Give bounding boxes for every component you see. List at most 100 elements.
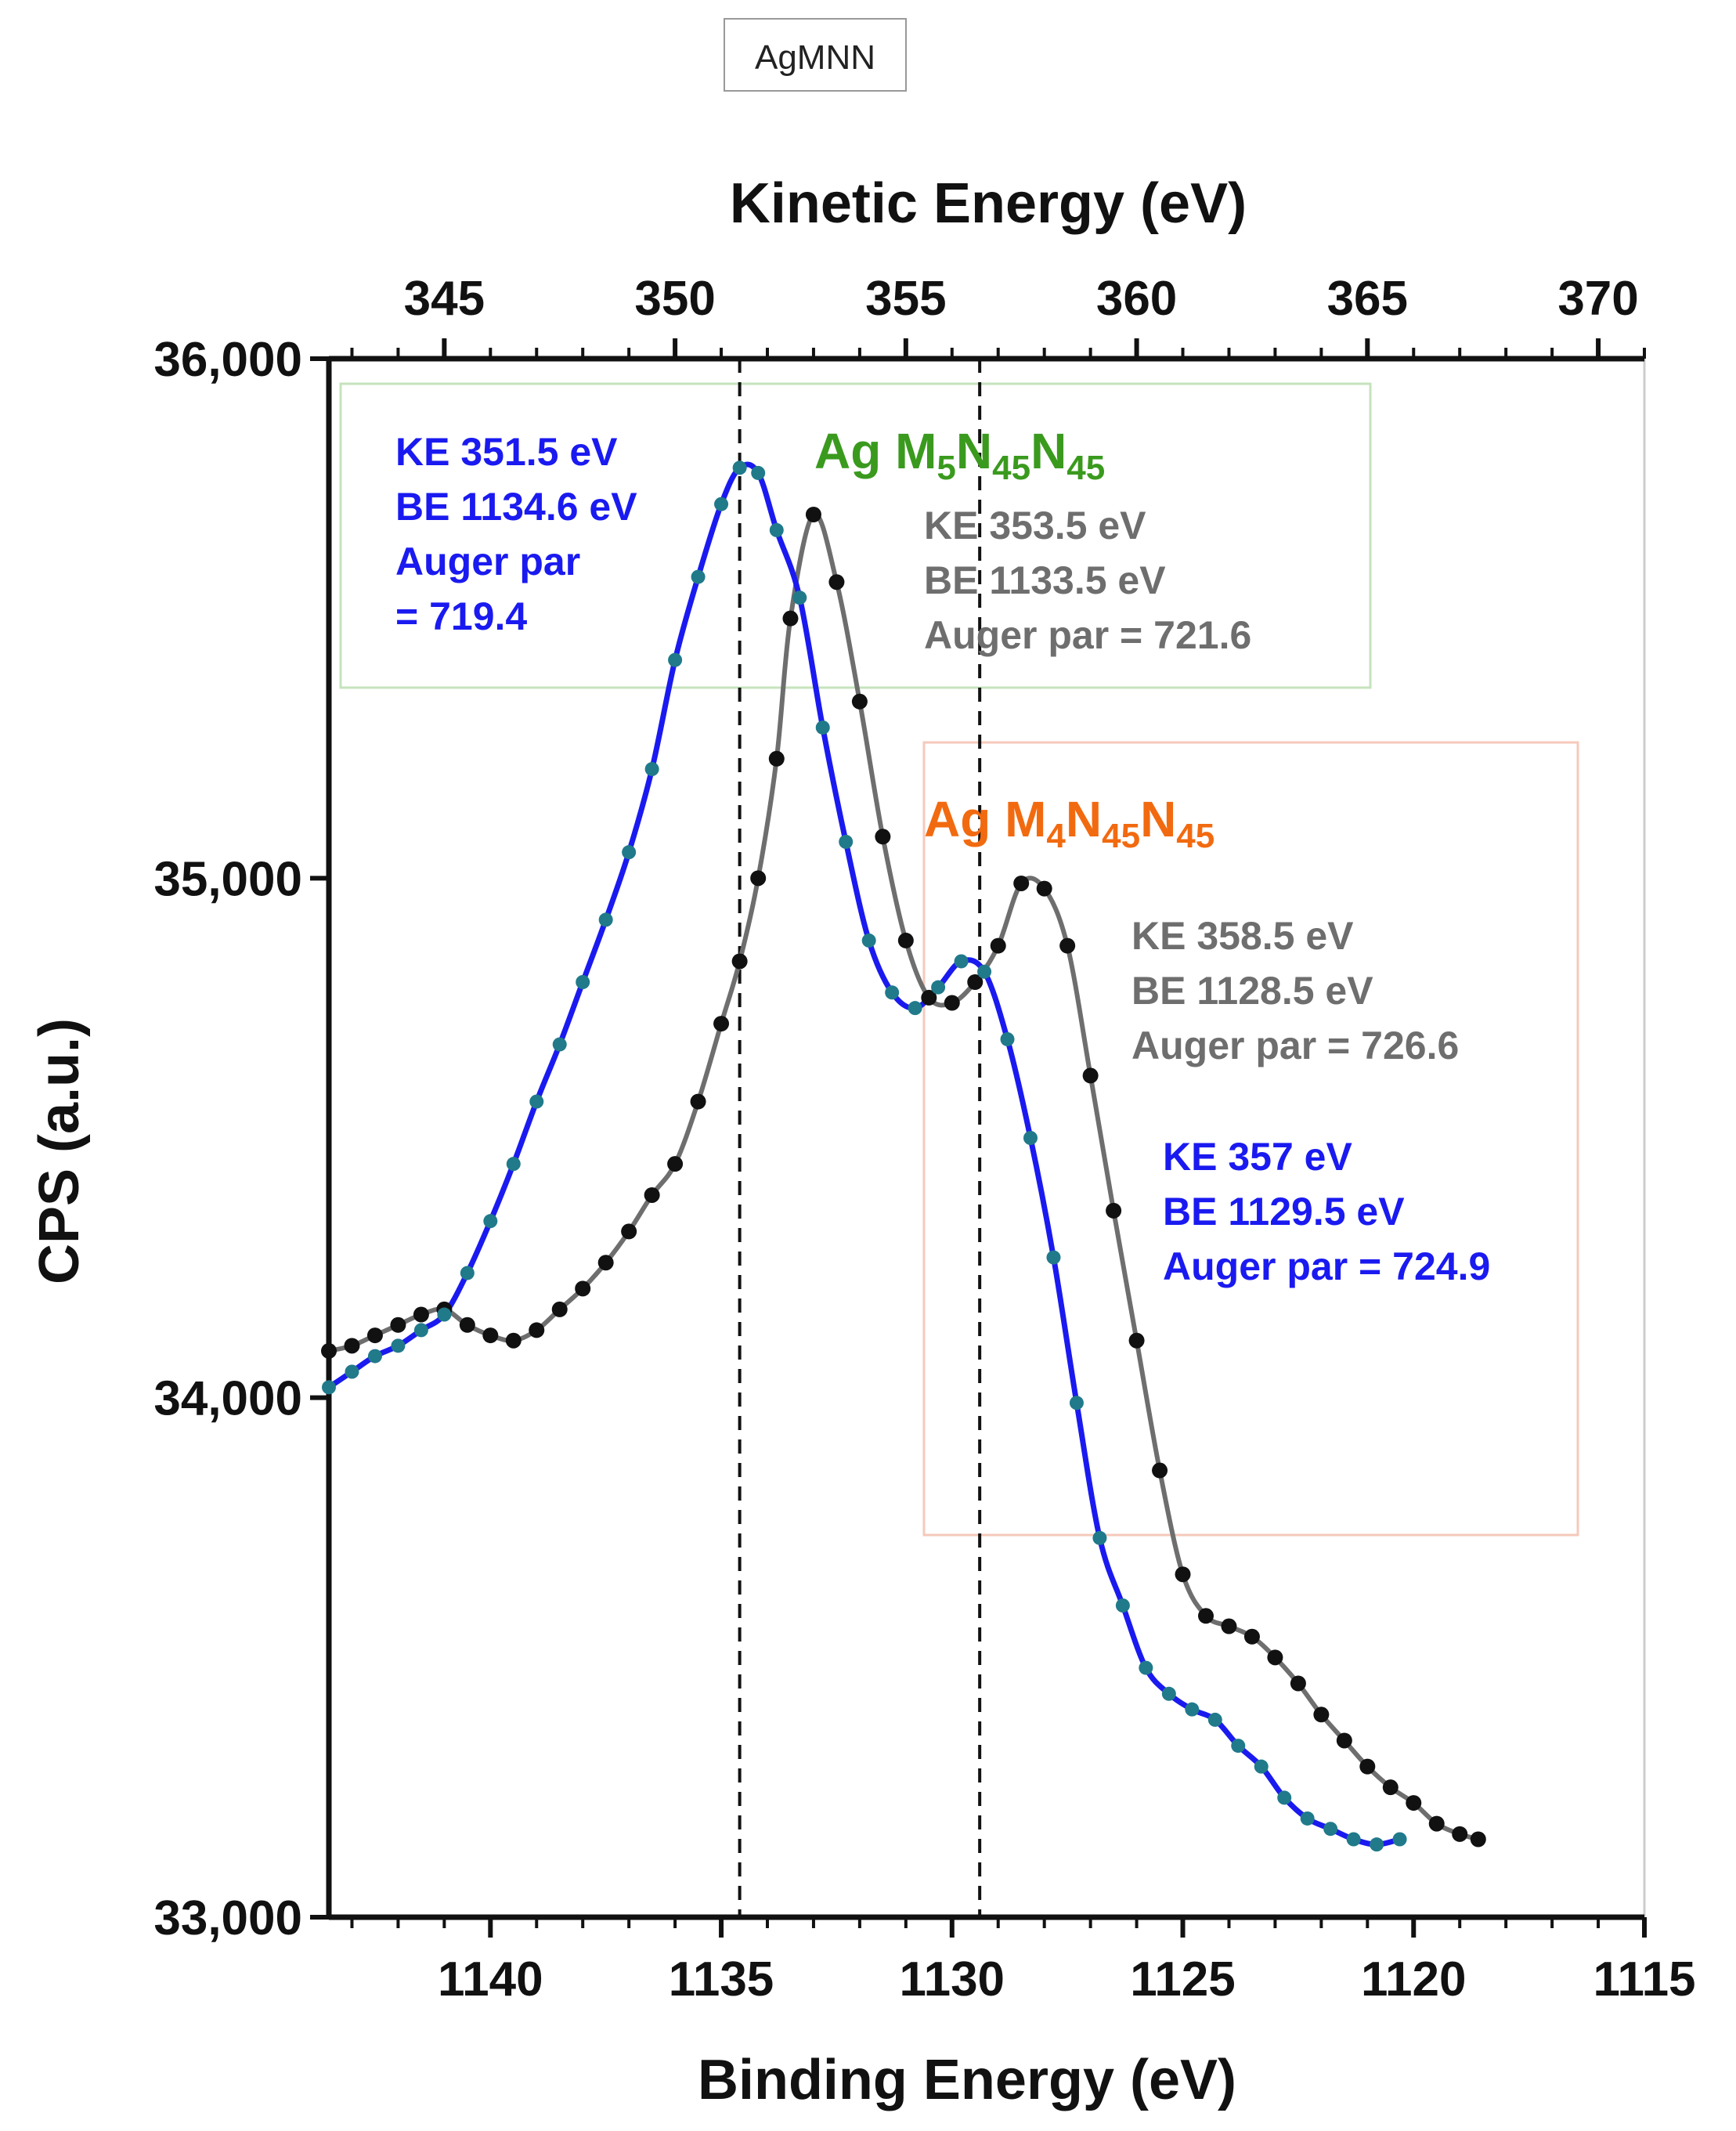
data-point-blue [622, 845, 637, 860]
y-tick-label: 33,000 [153, 1891, 302, 1945]
x2-tick-label: 345 [404, 272, 485, 326]
data-point-gray [828, 574, 845, 591]
data-point-gray [967, 974, 983, 990]
annotation-blue-2-line-3: Auger par = 724.9 [1163, 1244, 1490, 1288]
peak-label-m4-prefix: Ag M [924, 791, 1046, 847]
data-point-gray [1359, 1758, 1376, 1775]
data-point-gray [597, 1255, 614, 1271]
annotation-gray-1-line-3: Auger par = 721.6 [924, 613, 1251, 657]
data-point-gray [1106, 1202, 1122, 1219]
data-point-blue [345, 1364, 359, 1379]
peak-label-m5-mid: N [956, 423, 992, 479]
x-axis-title: Binding Energy (eV) [698, 2049, 1236, 2111]
data-point-blue [839, 834, 854, 849]
vline-layer [738, 359, 982, 1917]
data-point-blue [529, 1094, 544, 1109]
peak-label-m5-sub1: 5 [937, 449, 955, 487]
y-tick-label: 35,000 [153, 852, 302, 906]
data-point-gray [529, 1322, 545, 1338]
annotation-blue-1-line-2: BE 1134.6 eV [395, 485, 637, 529]
data-point-gray [1198, 1608, 1214, 1624]
data-point-blue [460, 1266, 475, 1280]
x-tick-label: 1140 [438, 1952, 543, 2006]
data-point-gray [321, 1342, 337, 1359]
peak-label-m5-sub2: 45 [992, 449, 1030, 487]
data-point-blue [1000, 1031, 1015, 1046]
data-point-gray [1428, 1815, 1445, 1832]
data-point-gray [644, 1186, 660, 1203]
peak-label-m4-sub2: 45 [1102, 817, 1140, 855]
data-point-gray [575, 1280, 591, 1297]
data-point-gray [875, 829, 891, 845]
data-point-blue [413, 1323, 428, 1338]
x2-tick-label: 355 [865, 272, 946, 326]
data-point-gray [621, 1223, 637, 1240]
data-point-blue [1300, 1811, 1315, 1826]
data-point-blue [861, 933, 876, 948]
data-point-blue [1207, 1712, 1222, 1727]
data-point-blue [552, 1037, 567, 1052]
data-point-blue [1092, 1530, 1107, 1545]
x2-tick-label: 360 [1096, 272, 1177, 326]
data-point-gray [667, 1156, 684, 1172]
data-point-blue [714, 497, 729, 511]
data-point-gray [459, 1317, 475, 1333]
data-point-gray [713, 1016, 730, 1032]
annotation-blue-2-line-2: BE 1129.5 eV [1163, 1190, 1405, 1233]
peak-label-m4-sub3: 45 [1176, 817, 1214, 855]
data-point-gray [990, 937, 1006, 954]
data-point-gray [690, 1093, 706, 1110]
data-point-gray [944, 995, 960, 1011]
data-point-gray [344, 1338, 360, 1354]
annotation-gray-2-line-3: Auger par = 726.6 [1131, 1024, 1459, 1067]
data-point-gray [1013, 875, 1030, 891]
data-point-gray [1152, 1462, 1168, 1479]
x2-tick-label: 350 [634, 272, 715, 326]
data-point-gray [750, 870, 767, 887]
tag-box [724, 18, 907, 92]
data-point-blue [1161, 1686, 1176, 1701]
data-point-blue [1277, 1790, 1292, 1805]
data-point-blue [1046, 1250, 1061, 1265]
data-point-blue [598, 912, 613, 927]
data-point-gray [1082, 1067, 1099, 1084]
data-point-blue [1023, 1131, 1038, 1145]
data-point-blue [732, 461, 747, 475]
data-point-blue [367, 1349, 382, 1363]
data-point-gray [482, 1327, 499, 1344]
data-point-gray [1336, 1732, 1352, 1749]
data-point-gray [1470, 1831, 1486, 1847]
data-point-blue [576, 975, 590, 989]
data-point-blue [792, 591, 807, 605]
peak-label-m4: Ag M4N45N45 [924, 791, 1214, 855]
data-point-blue [483, 1214, 498, 1229]
data-point-blue [954, 954, 969, 969]
annotation-gray-1-line-1: KE 353.5 eV [924, 504, 1146, 547]
data-point-blue [691, 569, 706, 584]
peak-label-m4-mid: N [1066, 791, 1102, 847]
data-point-blue [1346, 1832, 1361, 1847]
data-point-gray [1406, 1795, 1422, 1811]
data-point-gray [390, 1317, 406, 1333]
data-point-gray [1036, 880, 1052, 897]
data-point-blue [1139, 1660, 1153, 1675]
data-point-blue [391, 1338, 406, 1353]
data-point-gray [366, 1327, 383, 1344]
data-point-gray [782, 610, 799, 627]
data-point-blue [322, 1380, 336, 1395]
annotation-gray-1-line-2: BE 1133.5 eV [924, 558, 1166, 602]
data-point-blue [815, 720, 830, 735]
x-tick-label: 1135 [669, 1952, 774, 2006]
annotation-blue-1-line-1: KE 351.5 eV [395, 430, 618, 474]
data-point-gray [851, 693, 868, 710]
data-point-blue [1231, 1739, 1246, 1754]
tick-label-layer: 1140 1135 1130 1125 1120 1115 345 350 355 360 365 3… [153, 272, 1695, 2006]
data-point-gray [1128, 1332, 1145, 1349]
data-point-gray [805, 507, 821, 522]
annotation-gray-2: KE 358.5 eV BE 1128.5 eV Auger par = 726… [1131, 914, 1459, 1067]
x-tick-label: 1115 [1593, 1952, 1695, 2006]
peak-label-m4-mid2: N [1140, 791, 1176, 847]
data-point-gray [1313, 1707, 1330, 1723]
data-point-gray [1175, 1566, 1191, 1583]
